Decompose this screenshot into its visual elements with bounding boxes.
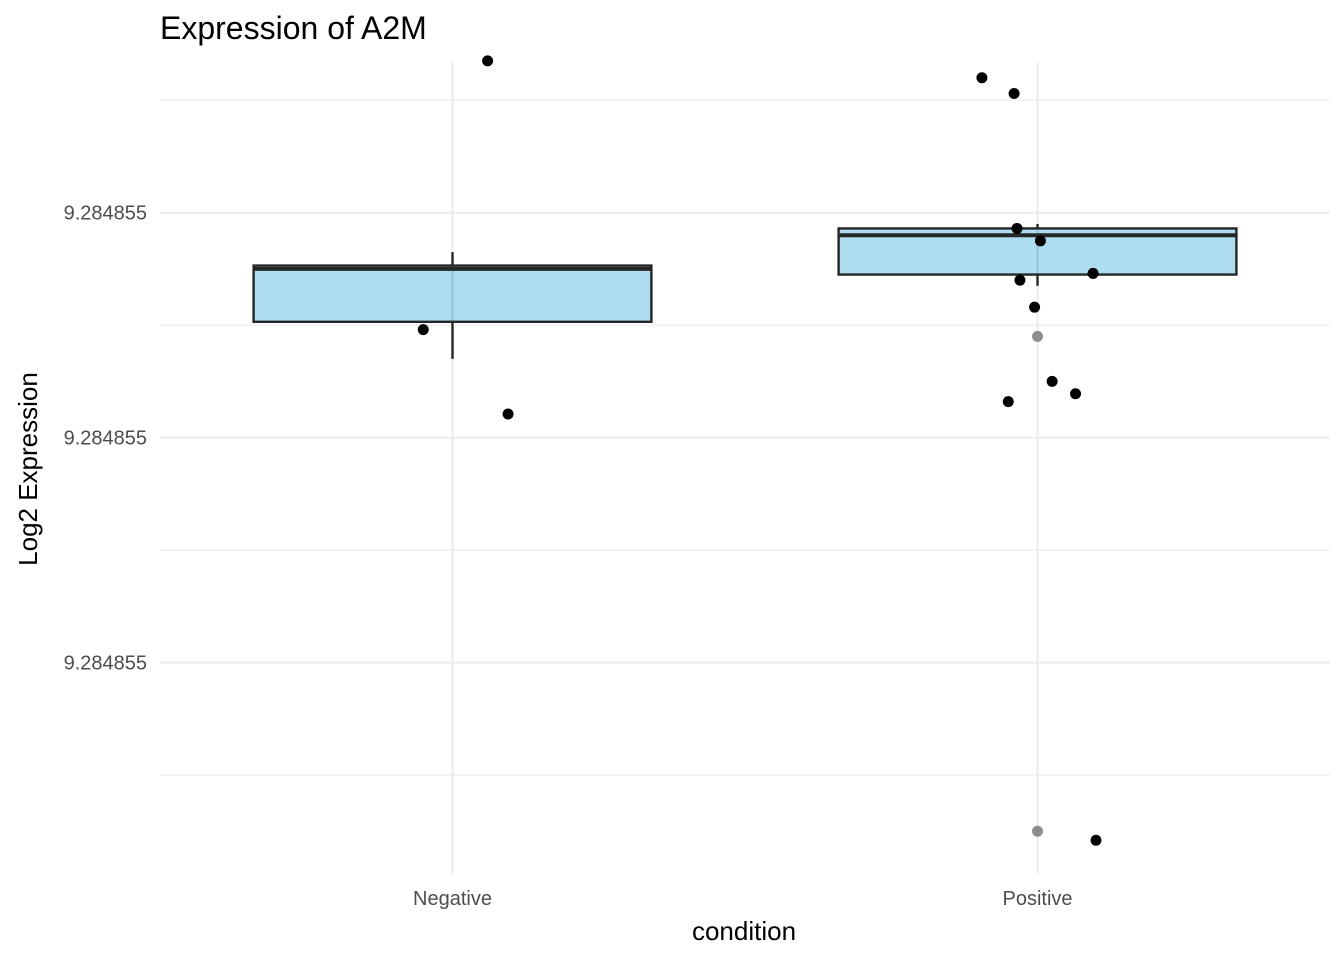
box-rect — [252, 264, 653, 323]
data-point — [1014, 274, 1026, 286]
data-point — [1046, 375, 1058, 387]
x-tick-label: Negative — [413, 888, 492, 910]
data-point — [1029, 301, 1041, 313]
data-point — [1034, 235, 1046, 247]
data-point — [417, 324, 429, 336]
y-tick-label: 9.284855 — [64, 203, 147, 225]
y-axis-title: Log2 Expression — [13, 372, 43, 566]
data-point — [976, 72, 988, 84]
data-point — [502, 408, 514, 420]
x-axis-title: condition — [692, 916, 796, 946]
y-tick-label: 9.284855 — [64, 653, 147, 675]
box-negative — [252, 252, 653, 359]
point-layer — [417, 55, 1102, 846]
data-point — [1090, 834, 1102, 846]
grid-lines — [160, 62, 1330, 874]
box-positive — [837, 223, 1238, 286]
data-point — [482, 55, 494, 67]
y-axis-ticks: 9.284855 9.284855 9.284855 — [64, 203, 147, 675]
data-point — [1087, 267, 1099, 279]
box-layer — [252, 223, 1238, 359]
data-point — [1070, 388, 1082, 400]
data-point — [1002, 396, 1014, 408]
outlier-point — [1032, 825, 1043, 837]
outlier-point — [1032, 330, 1043, 342]
data-point — [1008, 87, 1020, 99]
y-tick-label: 9.284855 — [64, 428, 147, 450]
x-axis-ticks: Negative Positive — [413, 888, 1072, 910]
data-point — [1011, 222, 1023, 234]
x-tick-label: Positive — [1002, 888, 1072, 910]
chart-title: Expression of A2M — [160, 10, 427, 46]
